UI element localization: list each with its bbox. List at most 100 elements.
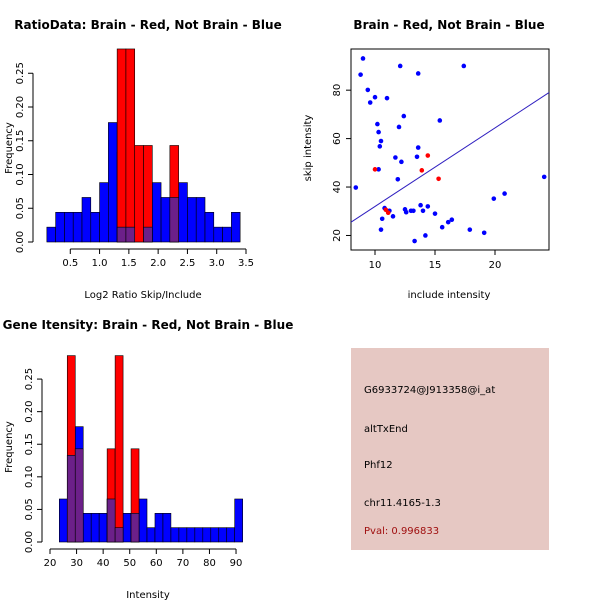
gene-x-tick-label-2: 40 xyxy=(97,558,110,569)
ratio-x-tick-label-5: 3.0 xyxy=(209,258,225,269)
ratio-red-bar-1 xyxy=(125,48,136,243)
scatter-blue-point-36 xyxy=(437,118,443,123)
scatter-blue-point-26 xyxy=(411,208,416,214)
scatter-blue-point-10 xyxy=(378,138,384,144)
scatter-blue-point-28 xyxy=(414,154,420,160)
ratio-x-tick-label-3: 2.0 xyxy=(150,258,166,269)
gene-blue-bar-17 xyxy=(194,527,204,543)
gene-blue-bar-10 xyxy=(138,498,148,543)
ratio-y-tick-label-2: 0.10 xyxy=(15,163,26,185)
ratio-overlap-bar-0 xyxy=(116,226,127,243)
ratio-overlap-bar-1 xyxy=(125,226,136,243)
ratio-blue-bar-12 xyxy=(151,182,162,243)
scatter-blue-point-5 xyxy=(372,94,378,100)
gene-blue-bar-21 xyxy=(226,527,235,543)
gene-x-tick-label-0: 20 xyxy=(44,558,57,569)
gene-overlap-bar-3 xyxy=(114,527,124,543)
gene-histogram-bars xyxy=(59,355,243,543)
scatter-blue-point-39 xyxy=(449,217,455,223)
gene-blue-bar-8 xyxy=(122,513,132,543)
scatter-blue-point-19 xyxy=(396,124,402,130)
ratio-blue-bar-19 xyxy=(213,226,223,243)
gene-blue-bar-20 xyxy=(218,527,228,543)
ratio-blue-bar-6 xyxy=(99,182,109,243)
ratio-x-tick-label-1: 1.0 xyxy=(92,258,108,269)
scatter-blue-point-38 xyxy=(445,219,451,225)
intensity-scatter: Brain - Red, Not Brain - Blue include in… xyxy=(303,18,550,301)
scatter-y-tick-label-3: 80 xyxy=(332,84,343,97)
ratio-histogram-ylabel: Frequency xyxy=(4,122,15,174)
gene-y-tick-label-1: 0.05 xyxy=(24,498,35,520)
ratio-y-tick-label-3: 0.15 xyxy=(15,130,26,152)
gene-y-tick-label-2: 0.10 xyxy=(24,466,35,488)
gene-blue-bar-18 xyxy=(202,527,212,543)
ratio-blue-bar-20 xyxy=(222,226,232,243)
ratio-y-tick-label-1: 0.05 xyxy=(15,197,26,219)
scatter-blue-point-37 xyxy=(439,224,445,230)
gene-x-tick-label-6: 80 xyxy=(203,558,216,569)
gene-x-tick-label-4: 60 xyxy=(150,558,163,569)
ratio-blue-bar-3 xyxy=(72,212,83,243)
scatter-blue-point-24 xyxy=(403,209,409,215)
ratio-histogram: RatioData: Brain - Red, Not Brain - Blue… xyxy=(4,18,282,301)
scatter-red-point-4 xyxy=(425,153,431,158)
scatter-blue-point-1 xyxy=(358,72,363,77)
ratio-blue-bar-17 xyxy=(195,197,206,243)
scatter-blue-point-33 xyxy=(423,233,428,238)
ratio-histogram-bars xyxy=(46,48,241,243)
ratio-histogram-title: RatioData: Brain - Red, Not Brain - Blue xyxy=(14,18,281,32)
scatter-blue-point-40 xyxy=(461,63,467,69)
gene-y-tick-label-0: 0.00 xyxy=(24,531,35,553)
scatter-red-point-0 xyxy=(372,167,378,172)
scatter-blue-point-30 xyxy=(415,145,421,150)
scatter-blue-point-9 xyxy=(377,144,383,149)
gene-y-tick-label-5: 0.25 xyxy=(24,368,35,390)
scatter-ylabel: skip intensity xyxy=(303,115,314,182)
scatter-blue-point-27 xyxy=(412,238,417,244)
ratio-x-tick-label-2: 1.5 xyxy=(121,258,137,269)
scatter-x-tick-label-1: 15 xyxy=(429,260,442,271)
event-type: altTxEnd xyxy=(364,424,408,435)
ratio-red-bar-0 xyxy=(116,48,127,243)
scatter-blue-point-12 xyxy=(379,216,385,222)
gene-blue-bar-14 xyxy=(170,527,180,543)
scatter-blue-point-8 xyxy=(376,167,381,172)
ratio-x-tick-label-6: 3.5 xyxy=(238,258,254,269)
ratio-y-tick-label-4: 0.20 xyxy=(15,96,26,118)
gene-histogram-title: Gene Itensity: Brain - Red, Not Brain - … xyxy=(3,318,294,332)
scatter-blue-point-45 xyxy=(541,174,547,180)
scatter-blue-point-32 xyxy=(420,208,426,214)
probe-id: G6933724@J913358@i_at xyxy=(364,385,496,396)
scatter-blue-point-16 xyxy=(390,214,396,219)
scatter-blue-point-21 xyxy=(399,159,404,165)
gene-symbol: Phf12 xyxy=(364,460,393,471)
ratio-blue-bar-4 xyxy=(81,197,92,243)
scatter-x-tick-label-0: 10 xyxy=(369,260,382,271)
gene-x-tick-label-7: 90 xyxy=(230,558,243,569)
scatter-title: Brain - Red, Not Brain - Blue xyxy=(353,18,544,32)
scatter-blue-point-7 xyxy=(376,129,381,135)
scatter-blue-point-35 xyxy=(432,211,438,216)
ratio-overlap-bar-2 xyxy=(143,226,153,243)
ratio-blue-bar-2 xyxy=(64,212,74,243)
ratio-x-tick-label-0: 0.5 xyxy=(62,258,78,269)
ratio-histogram-axes: 0.5 1.0 1.5 2.0 2.5 3.0 3.5 0.00 0.05 0.10 0.15 0.2… xyxy=(15,62,254,269)
scatter-red-point-5 xyxy=(436,176,441,182)
gene-blue-bar-5 xyxy=(98,513,108,543)
ratio-blue-bar-13 xyxy=(160,197,171,243)
ratio-blue-bar-1 xyxy=(55,212,65,243)
scatter-blue-point-44 xyxy=(502,191,507,196)
scatter-blue-point-43 xyxy=(491,196,497,201)
gene-x-tick-label-5: 70 xyxy=(177,558,190,569)
p-value: Pval: 0.996833 xyxy=(364,526,440,537)
scatter-blue-point-3 xyxy=(365,87,371,93)
gene-histogram-xlabel: Intensity xyxy=(126,590,170,600)
gene-overlap-bar-0 xyxy=(66,455,76,543)
scatter-content xyxy=(350,56,550,244)
scatter-blue-point-18 xyxy=(395,176,401,182)
probe-info-panel: G6933724@J913358@i_at altTxEnd Phf12 chr… xyxy=(351,348,549,550)
gene-y-tick-label-4: 0.20 xyxy=(24,401,35,423)
gene-intensity-histogram: Gene Itensity: Brain - Red, Not Brain - … xyxy=(3,318,294,600)
scatter-blue-point-4 xyxy=(367,100,373,105)
